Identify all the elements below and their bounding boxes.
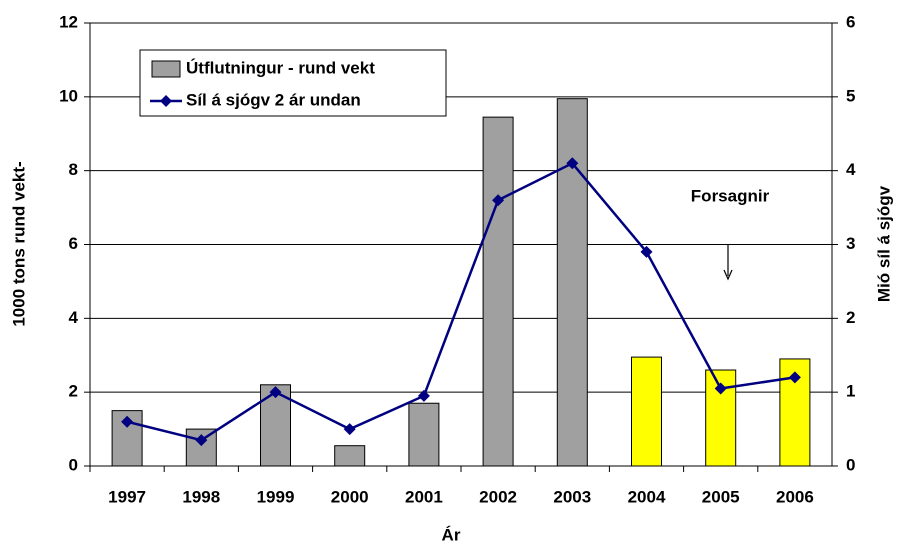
y-tick-label: 2	[69, 382, 78, 401]
y-tick-label: 4	[69, 308, 79, 327]
x-tick-label: 1997	[108, 487, 146, 506]
line-marker	[566, 157, 579, 170]
legend-marker	[160, 95, 172, 107]
y-tick-label: 12	[59, 12, 78, 31]
bar	[631, 356, 662, 467]
y-tick-label: 0	[69, 455, 78, 474]
line-marker	[121, 415, 134, 428]
y2-tick-label: 3	[846, 234, 855, 253]
bar	[482, 116, 514, 467]
line-marker	[492, 194, 505, 207]
y2-tick-label: 5	[846, 86, 855, 105]
y-axis-label: 1000 tons rund vekt-	[9, 161, 28, 326]
y2-tick-label: 2	[846, 308, 855, 327]
bar	[185, 428, 217, 467]
line-marker	[343, 423, 356, 436]
legend-label: Síl á sjógv 2 ár undan	[186, 90, 361, 109]
x-tick-label: 2006	[776, 487, 814, 506]
legend-swatch	[151, 60, 181, 78]
annotation: Forsagnir	[691, 186, 770, 205]
annotation-arrowhead	[723, 269, 733, 281]
x-tick-label: 1999	[257, 487, 295, 506]
legend-label: Útflutningur - rund vekt	[186, 58, 375, 77]
y-tick-label: 10	[59, 86, 78, 105]
y2-tick-label: 1	[846, 382, 855, 401]
x-tick-label: 2004	[628, 487, 666, 506]
bar	[408, 402, 440, 467]
y2-tick-label: 0	[846, 455, 855, 474]
bar	[334, 445, 366, 467]
y-tick-label: 8	[69, 160, 78, 179]
line-marker	[788, 371, 801, 384]
bar	[556, 98, 588, 467]
line-marker	[195, 434, 208, 447]
y2-tick-label: 4	[846, 160, 856, 179]
x-tick-label: 1998	[182, 487, 220, 506]
x-tick-label: 2001	[405, 487, 443, 506]
x-axis-label: Ár	[442, 525, 461, 544]
x-tick-label: 2000	[331, 487, 369, 506]
line	[126, 161, 796, 442]
x-tick-label: 2003	[553, 487, 591, 506]
y2-axis-label: Mió síl á sjógv	[874, 185, 893, 302]
line-marker	[640, 245, 653, 258]
x-tick-label: 2002	[479, 487, 517, 506]
line-marker	[269, 386, 282, 399]
line-marker	[714, 382, 727, 395]
y2-tick-label: 6	[846, 12, 855, 31]
y-tick-label: 6	[69, 234, 78, 253]
legend-box	[139, 49, 447, 117]
x-tick-label: 2005	[702, 487, 740, 506]
line-marker	[417, 389, 430, 402]
